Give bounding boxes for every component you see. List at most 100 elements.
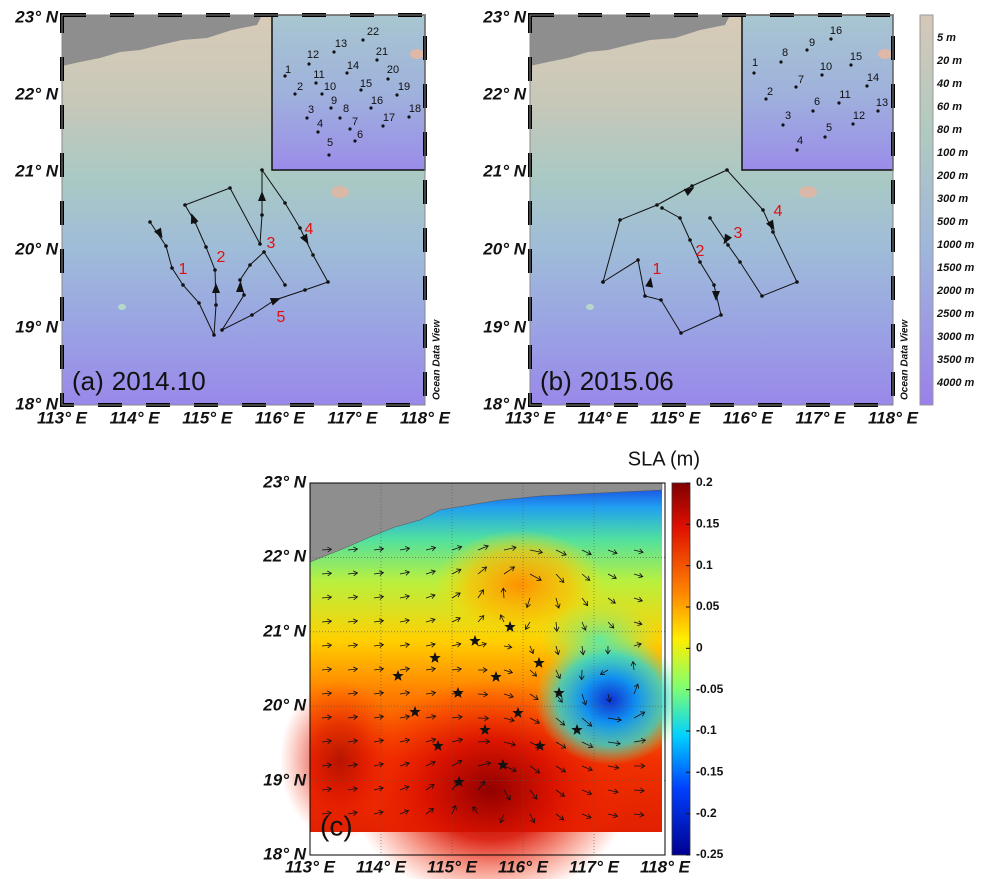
lon-label: 117° E xyxy=(327,408,378,427)
lat-label: 23° N xyxy=(14,7,58,26)
velocity-arrow xyxy=(477,761,492,767)
lat-label: 21° N xyxy=(262,621,306,640)
cruise-station xyxy=(214,303,218,307)
cruise-station xyxy=(228,186,232,190)
cruise-track xyxy=(602,169,798,297)
velocity-arrow xyxy=(606,693,612,703)
station-dot xyxy=(320,92,324,96)
station-dot xyxy=(865,84,869,88)
cruise-station xyxy=(326,280,330,284)
station-label: 15 xyxy=(850,51,862,63)
station-dot xyxy=(375,58,379,62)
velocity-arrow xyxy=(555,549,567,556)
velocity-arrow xyxy=(607,764,620,771)
velocity-arrow xyxy=(581,549,592,556)
station-dot xyxy=(849,63,853,67)
velocity-arrow xyxy=(373,666,385,673)
station-dot xyxy=(781,123,785,127)
velocity-arrow xyxy=(451,714,463,721)
velocity-arrow xyxy=(425,642,436,648)
cruise-station xyxy=(643,294,647,298)
station-star xyxy=(504,621,516,632)
station-label: 2 xyxy=(767,86,773,98)
depth-label: 3500 m xyxy=(937,354,975,366)
station-star xyxy=(497,759,509,770)
station-dot xyxy=(316,130,320,134)
velocity-arrow xyxy=(347,810,358,816)
velocity-arrow xyxy=(503,566,516,575)
velocity-arrow xyxy=(633,642,642,648)
cruise-station xyxy=(760,294,764,298)
station-dot xyxy=(307,62,311,66)
velocity-arrow xyxy=(373,642,385,649)
velocity-arrow xyxy=(321,690,333,697)
velocity-arrow xyxy=(321,618,333,625)
velocity-arrow xyxy=(633,763,646,769)
cruise-station xyxy=(738,260,742,264)
lon-label: 114° E xyxy=(110,408,161,427)
velocity-arrow xyxy=(477,738,491,745)
route-label: 5 xyxy=(277,309,286,326)
station-label: 18 xyxy=(409,103,421,115)
colorbar-tick-label: -0.2 xyxy=(696,806,717,820)
velocity-arrow xyxy=(347,714,359,721)
velocity-arrow xyxy=(633,596,644,603)
station-star xyxy=(392,670,404,681)
lon-label: 113° E xyxy=(37,408,88,427)
depth-label: 60 m xyxy=(937,101,962,113)
station-dot xyxy=(369,106,373,110)
station-dot xyxy=(353,139,357,143)
cruise-station xyxy=(238,278,242,282)
velocity-arrow xyxy=(581,717,593,727)
route-label: 4 xyxy=(774,203,783,220)
cruise-station xyxy=(311,253,315,257)
lat-label: 20° N xyxy=(262,695,306,714)
velocity-arrow xyxy=(503,668,514,675)
station-dot xyxy=(407,115,411,119)
lat-label: 23° N xyxy=(482,7,526,26)
cruise-station xyxy=(242,293,246,297)
station-dot xyxy=(764,97,768,101)
velocity-arrow xyxy=(503,789,511,801)
route-label: 2 xyxy=(696,243,705,260)
cruise-station xyxy=(197,301,201,305)
velocity-arrow xyxy=(399,690,411,696)
depth-label: 200 m xyxy=(936,170,968,182)
velocity-arrow xyxy=(373,594,385,600)
cruise-station xyxy=(204,245,208,249)
velocity-arrow xyxy=(529,765,541,774)
station-label: 11 xyxy=(839,89,850,101)
track-arrow xyxy=(190,213,199,225)
velocity-arrow xyxy=(581,789,593,796)
station-dot xyxy=(851,122,855,126)
map-panel: 1234567891011121314151617181920212212345… xyxy=(14,7,450,427)
depth-colorbar xyxy=(919,14,934,406)
station-dot xyxy=(314,81,318,85)
velocity-arrow xyxy=(607,716,623,723)
cruise-station xyxy=(636,258,640,262)
station-label: 8 xyxy=(782,47,788,59)
station-dot xyxy=(386,77,390,81)
velocity-arrow xyxy=(399,666,411,672)
track-arrow xyxy=(154,227,163,239)
land xyxy=(530,15,730,66)
velocity-arrow xyxy=(529,717,540,724)
velocity-arrow xyxy=(607,812,619,819)
station-star xyxy=(469,635,481,646)
station-label: 3 xyxy=(785,110,791,122)
velocity-arrow xyxy=(553,621,560,632)
station-dot xyxy=(823,135,827,139)
island xyxy=(586,304,594,310)
velocity-arrow xyxy=(425,807,434,815)
track-arrow xyxy=(300,233,309,245)
velocity-arrow xyxy=(607,549,618,555)
station-dot xyxy=(795,148,799,152)
velocity-arrow xyxy=(477,780,486,791)
velocity-arrow xyxy=(529,693,539,700)
cruise-station xyxy=(660,206,664,210)
station-label: 6 xyxy=(357,129,363,141)
cruise-station xyxy=(258,242,262,246)
velocity-arrow xyxy=(399,714,411,720)
station-label: 7 xyxy=(798,74,804,86)
track-arrow xyxy=(766,219,775,231)
